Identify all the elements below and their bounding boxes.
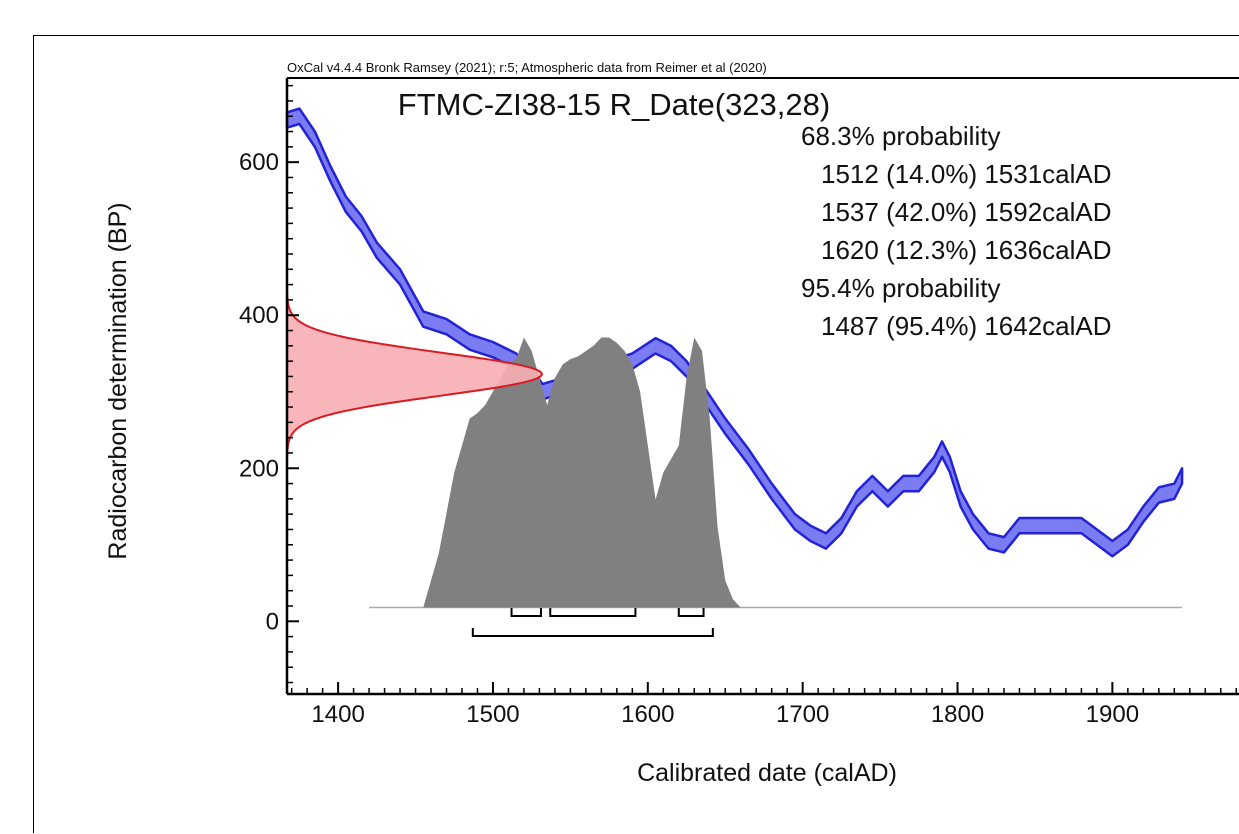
range-68-bracket-3 [677, 608, 705, 617]
y-tick-label: 200 [239, 455, 279, 482]
range-summary-line: 1620 (12.3%) 1636calAD [821, 235, 1112, 265]
radiocarbon-date-distribution [286, 283, 544, 466]
y-tick-label: 600 [239, 149, 279, 176]
x-tick-label: 1600 [621, 701, 674, 728]
range-summary-line: 1537 (42.0%) 1592calAD [821, 197, 1112, 227]
x-tick-label: 1400 [311, 701, 364, 728]
x-tick-label: 1900 [1086, 701, 1139, 728]
x-tick-label: 1800 [931, 701, 984, 728]
range-68-bracket-1 [510, 608, 542, 617]
x-axis-label: Calibrated date (calAD) [637, 759, 897, 787]
chart-title: FTMC-ZI38-15 R_Date(323,28) [398, 87, 830, 122]
range-95-bracket-1 [471, 628, 714, 637]
y-tick-label: 400 [239, 302, 279, 329]
x-tick-label: 1500 [466, 701, 519, 728]
y-axis-label: Radiocarbon determination (BP) [104, 202, 132, 559]
probability-heading: 68.3% probability [801, 121, 1000, 151]
range-68-bracket-2 [549, 608, 637, 617]
posterior-distribution [423, 337, 741, 608]
y-tick-label: 0 [266, 608, 279, 635]
range-summary-line: 1487 (95.4%) 1642calAD [821, 311, 1112, 341]
range-summary-line: 1512 (14.0%) 1531calAD [821, 159, 1112, 189]
x-tick-label: 1700 [776, 701, 829, 728]
plot-frame: OxCal v4.4.4 Bronk Ramsey (2021); r:5; A… [33, 35, 1239, 833]
calibration-chart: OxCal v4.4.4 Bronk Ramsey (2021); r:5; A… [104, 60, 1239, 787]
probability-heading: 95.4% probability [801, 273, 1000, 303]
chart-header: OxCal v4.4.4 Bronk Ramsey (2021); r:5; A… [287, 60, 767, 75]
